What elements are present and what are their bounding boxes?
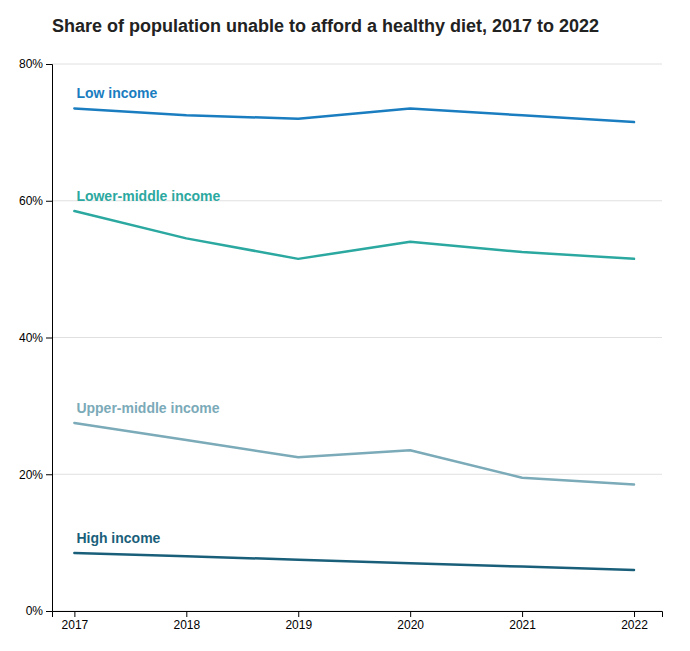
series-label: Low income xyxy=(76,85,157,101)
y-axis-line xyxy=(46,65,53,612)
x-tick: 2021 xyxy=(509,611,536,632)
series-labels: Low income Lower-middle income Upper-middl… xyxy=(76,85,220,545)
x-tick-label: 2022 xyxy=(621,618,648,632)
y-tick: 80% xyxy=(19,57,52,71)
series-line xyxy=(74,108,634,122)
x-tick-label: 2019 xyxy=(285,618,312,632)
x-tick-mark xyxy=(74,611,75,617)
series-line xyxy=(74,423,634,485)
chart: Share of population unable to afford a h… xyxy=(0,0,690,651)
y-tick-mark xyxy=(46,64,52,65)
plot-area: 0% 20% 40% 60% 80% 2017 2018 2019 2020 2021 2022 Lo… xyxy=(19,57,663,631)
x-tick: 2020 xyxy=(397,611,424,632)
y-tick: 0% xyxy=(26,604,52,618)
grid-line xyxy=(52,474,662,475)
x-tick-label: 2017 xyxy=(62,618,89,632)
x-tick-mark xyxy=(634,611,635,617)
grid-line xyxy=(52,64,662,65)
y-tick: 40% xyxy=(19,331,52,345)
x-tick-mark xyxy=(186,611,187,617)
y-tick-mark xyxy=(46,611,52,612)
x-tick-label: 2020 xyxy=(397,618,424,632)
y-tick-label: 0% xyxy=(26,604,44,618)
y-tick-mark xyxy=(46,338,52,339)
x-tick-mark xyxy=(522,611,523,617)
x-tick-mark xyxy=(410,611,411,617)
x-tick: 2022 xyxy=(621,611,648,632)
series-label: Upper-middle income xyxy=(76,400,219,416)
x-tick-mark xyxy=(298,611,299,617)
grid xyxy=(52,64,662,611)
y-tick-label: 40% xyxy=(19,331,43,345)
y-tick: 20% xyxy=(19,468,52,482)
x-tick: 2017 xyxy=(62,611,89,632)
y-tick-mark xyxy=(46,474,52,475)
x-axis-line xyxy=(53,612,663,618)
y-tick-label: 80% xyxy=(19,57,43,71)
y-tick-label: 60% xyxy=(19,194,43,208)
grid-line xyxy=(52,337,662,338)
y-tick-label: 20% xyxy=(19,468,43,482)
series-line xyxy=(74,211,634,259)
series-label: Lower-middle income xyxy=(76,188,220,204)
lines xyxy=(74,108,634,570)
x-tick-label: 2018 xyxy=(173,618,200,632)
x-tick: 2018 xyxy=(173,611,200,632)
y-axis: 0% 20% 40% 60% 80% xyxy=(19,57,53,618)
series-label: High income xyxy=(76,530,160,546)
x-tick: 2019 xyxy=(285,611,312,632)
x-tick-label: 2021 xyxy=(509,618,536,632)
x-axis: 2017 2018 2019 2020 2021 2022 xyxy=(53,611,663,632)
title: Share of population unable to afford a h… xyxy=(52,16,599,36)
y-tick-mark xyxy=(46,201,52,202)
y-tick: 60% xyxy=(19,194,52,208)
series-line xyxy=(74,553,634,570)
